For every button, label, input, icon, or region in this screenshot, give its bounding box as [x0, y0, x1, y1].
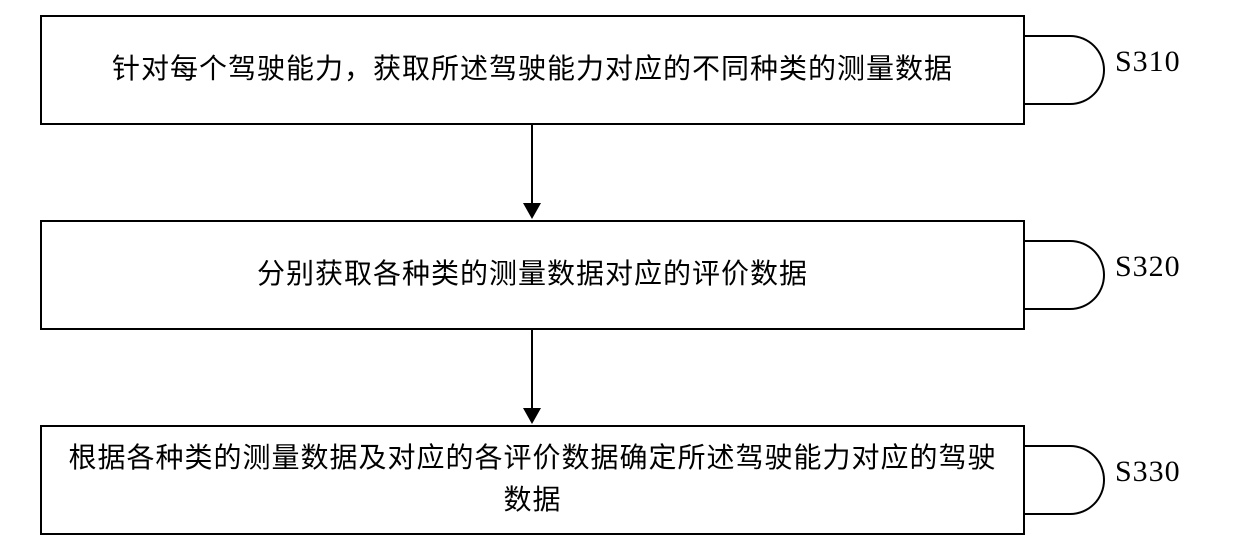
- step-label-2: S320: [1115, 250, 1181, 284]
- step-text-3: 根据各种类的测量数据及对应的各评价数据确定所述驾驶能力对应的驾驶数据: [62, 438, 1003, 522]
- connector-arrow-2: [523, 408, 541, 424]
- connector-line-1: [531, 125, 533, 204]
- label-curve-3: [1025, 445, 1105, 515]
- label-curve-2: [1025, 240, 1105, 310]
- step-label-1: S310: [1115, 45, 1181, 79]
- label-curve-1: [1025, 35, 1105, 105]
- step-box-3: 根据各种类的测量数据及对应的各评价数据确定所述驾驶能力对应的驾驶数据: [40, 425, 1025, 535]
- connector-1: [523, 125, 541, 219]
- connector-2: [523, 330, 541, 424]
- step-label-3: S330: [1115, 455, 1181, 489]
- connector-line-2: [531, 330, 533, 409]
- connector-arrow-1: [523, 203, 541, 219]
- step-text-2: 分别获取各种类的测量数据对应的评价数据: [257, 254, 808, 296]
- step-box-2: 分别获取各种类的测量数据对应的评价数据: [40, 220, 1025, 330]
- step-text-1: 针对每个驾驶能力，获取所述驾驶能力对应的不同种类的测量数据: [112, 49, 953, 91]
- step-box-1: 针对每个驾驶能力，获取所述驾驶能力对应的不同种类的测量数据: [40, 15, 1025, 125]
